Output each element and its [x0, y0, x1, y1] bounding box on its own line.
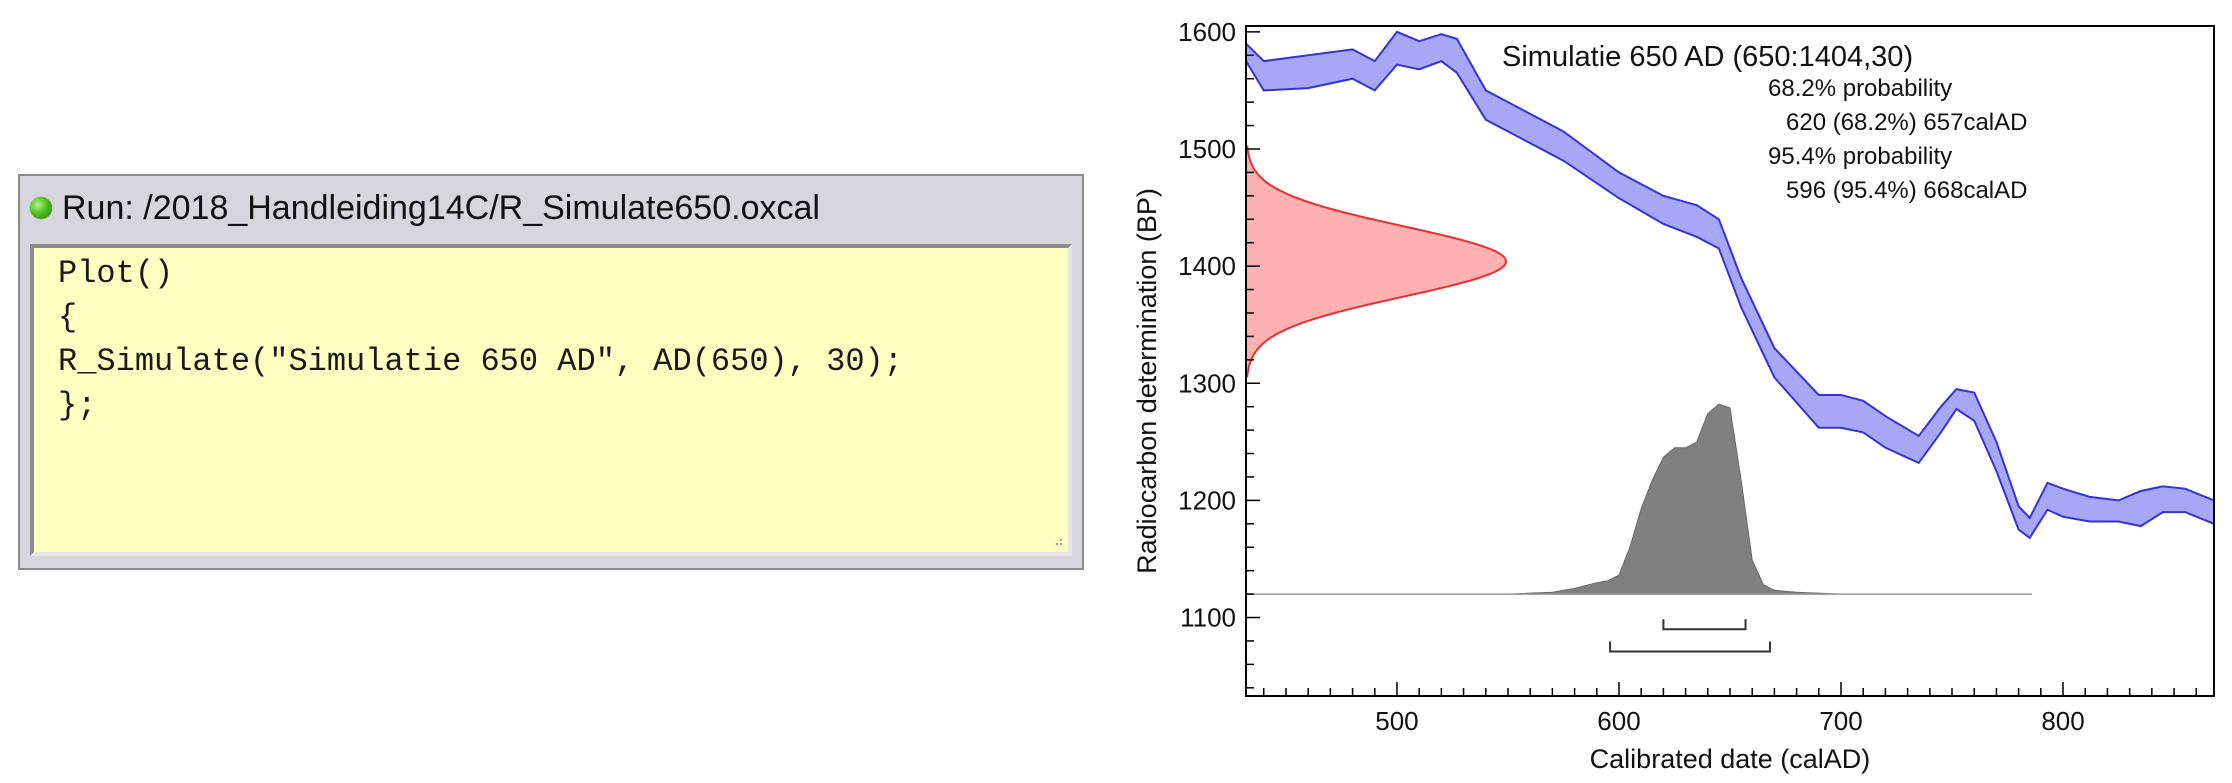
- x-tick-label: 800: [2041, 706, 2084, 736]
- y-axis-label: Radiocarbon determination (BP): [1132, 188, 1162, 574]
- y-tick-label: 1500: [1178, 134, 1236, 164]
- code-line: };: [58, 387, 97, 424]
- chart-annotation-line: 68.2% probability: [1768, 75, 1952, 102]
- code-area[interactable]: Plot() { R_Simulate("Simulatie 650 AD", AD…: [58, 252, 1068, 428]
- calibration-curve-lower-line: [1245, 60, 2215, 540]
- x-axis-label: Calibrated date (calAD): [1590, 744, 1871, 774]
- run-status-icon: [30, 197, 52, 219]
- y-tick-label: 1300: [1178, 368, 1236, 398]
- y-tick-label: 1400: [1178, 251, 1236, 281]
- run-title: Run: /2018_Handleiding14C/R_Simulate650.…: [62, 188, 820, 227]
- calibration-curve-band: [1246, 31, 2214, 538]
- code-editor[interactable]: Plot() { R_Simulate("Simulatie 650 AD", AD…: [30, 244, 1072, 556]
- measurement-distribution: [1246, 145, 1506, 378]
- x-tick-label: 700: [1819, 706, 1862, 736]
- measurement-distribution-line: [1246, 145, 1508, 378]
- x-tick-label: 500: [1375, 706, 1418, 736]
- calibration-chart: 500 600 700 800 1100 1200 1300 1400 1500 1600 Cali…: [1132, 17, 2215, 774]
- range-bracket-68-2pct: [1662, 619, 1747, 631]
- code-line: {: [58, 299, 78, 336]
- y-tick-label: 1100: [1180, 603, 1236, 633]
- calibrated-distribution: [1246, 403, 2032, 595]
- chart-annotation-line: 620 (68.2%) 657calAD: [1786, 109, 2027, 136]
- run-window: Run: /2018_Handleiding14C/R_Simulate650.…: [18, 174, 1084, 570]
- chart-annotation-title: Simulatie 650 AD (650:1404,30): [1502, 41, 1913, 73]
- code-line: Plot(): [58, 255, 174, 292]
- plot-frame: [1245, 25, 2215, 697]
- calibration-curve-upper-line: [1245, 30, 2215, 520]
- resize-grip-icon[interactable]: ⠴: [1053, 533, 1064, 549]
- range-bracket-95-4pct: [1609, 641, 1771, 653]
- y-tick-label: 1600: [1178, 17, 1236, 47]
- run-title-bar: Run: /2018_Handleiding14C/R_Simulate650.…: [20, 176, 1082, 240]
- x-tick-label: 600: [1597, 706, 1640, 736]
- chart-annotation-line: 596 (95.4%) 668calAD: [1786, 177, 2027, 204]
- y-tick-label: 1200: [1178, 485, 1236, 515]
- chart-annotation-line: 95.4% probability: [1768, 143, 1952, 170]
- code-line: R_Simulate("Simulatie 650 AD", AD(650), …: [58, 343, 903, 380]
